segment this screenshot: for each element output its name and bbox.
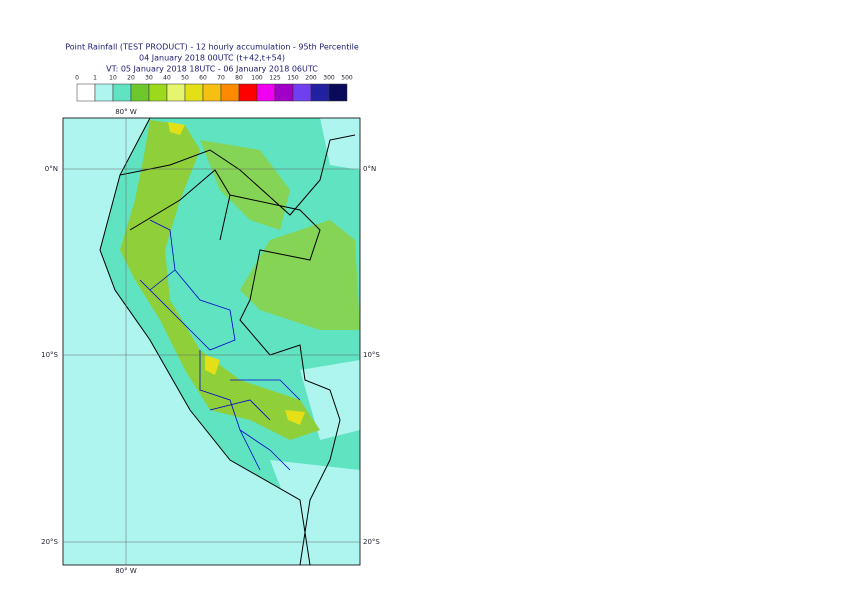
lat-label: 10°S	[41, 351, 58, 359]
legend-box	[256, 83, 276, 102]
legend-label: 70	[217, 75, 225, 82]
legend-box	[130, 83, 150, 102]
legend-box	[184, 83, 204, 102]
light-rain	[270, 118, 360, 565]
legend-label: 20	[127, 75, 135, 82]
lat-label: 20°S	[41, 538, 58, 546]
legend-label: 300	[323, 75, 335, 82]
valid-time: VT: 05 January 2018 18UTC - 06 January 2…	[106, 65, 318, 74]
lat-label: 0°N	[45, 165, 58, 173]
lat-label: 0°N	[363, 165, 376, 173]
legend-label: 10	[109, 75, 117, 82]
legend-box	[112, 83, 132, 102]
legend-box	[202, 83, 222, 102]
legend-label: 1	[93, 75, 97, 82]
legend-label: 200	[305, 75, 317, 82]
map: 80° W 80° W 0°N 0°N 10°S 10°S 20°S 20°S	[41, 108, 380, 575]
legend-label: 150	[287, 75, 299, 82]
departments	[139, 219, 301, 471]
legend-box	[148, 83, 168, 102]
legend-label: 500	[341, 75, 353, 82]
run-time: 04 January 2018 00UTC (t+42,t+54)	[139, 54, 285, 63]
legend-label: 40	[163, 75, 171, 82]
legend-label: 50	[181, 75, 189, 82]
legend-box	[292, 83, 312, 102]
legend-label: 60	[199, 75, 207, 82]
lon-label: 80° W	[115, 108, 137, 116]
legend-box	[238, 83, 258, 102]
legend-box	[76, 83, 96, 102]
frame	[62, 117, 361, 566]
title: Point Rainfall (TEST PRODUCT) - 12 hourl…	[65, 43, 359, 52]
legend-box	[328, 83, 348, 102]
legend-label: 100	[251, 75, 263, 82]
legend-box	[94, 83, 114, 102]
heavy-rain	[120, 120, 320, 440]
legend-box	[166, 83, 186, 102]
legend-label: 125	[269, 75, 281, 82]
coastline	[99, 118, 311, 565]
legend-box	[220, 83, 240, 102]
legend-box	[274, 83, 294, 102]
lat-label: 20°S	[363, 538, 380, 546]
lon-label: 80° W	[115, 567, 137, 575]
ocean-rain	[63, 310, 300, 565]
legend-box	[310, 83, 330, 102]
legend-label: 0	[75, 75, 79, 82]
legend-label: 30	[145, 75, 153, 82]
borders	[119, 134, 356, 565]
lat-label: 10°S	[363, 351, 380, 359]
heavy-rain-east	[200, 140, 360, 330]
legend-label: 80	[235, 75, 243, 82]
